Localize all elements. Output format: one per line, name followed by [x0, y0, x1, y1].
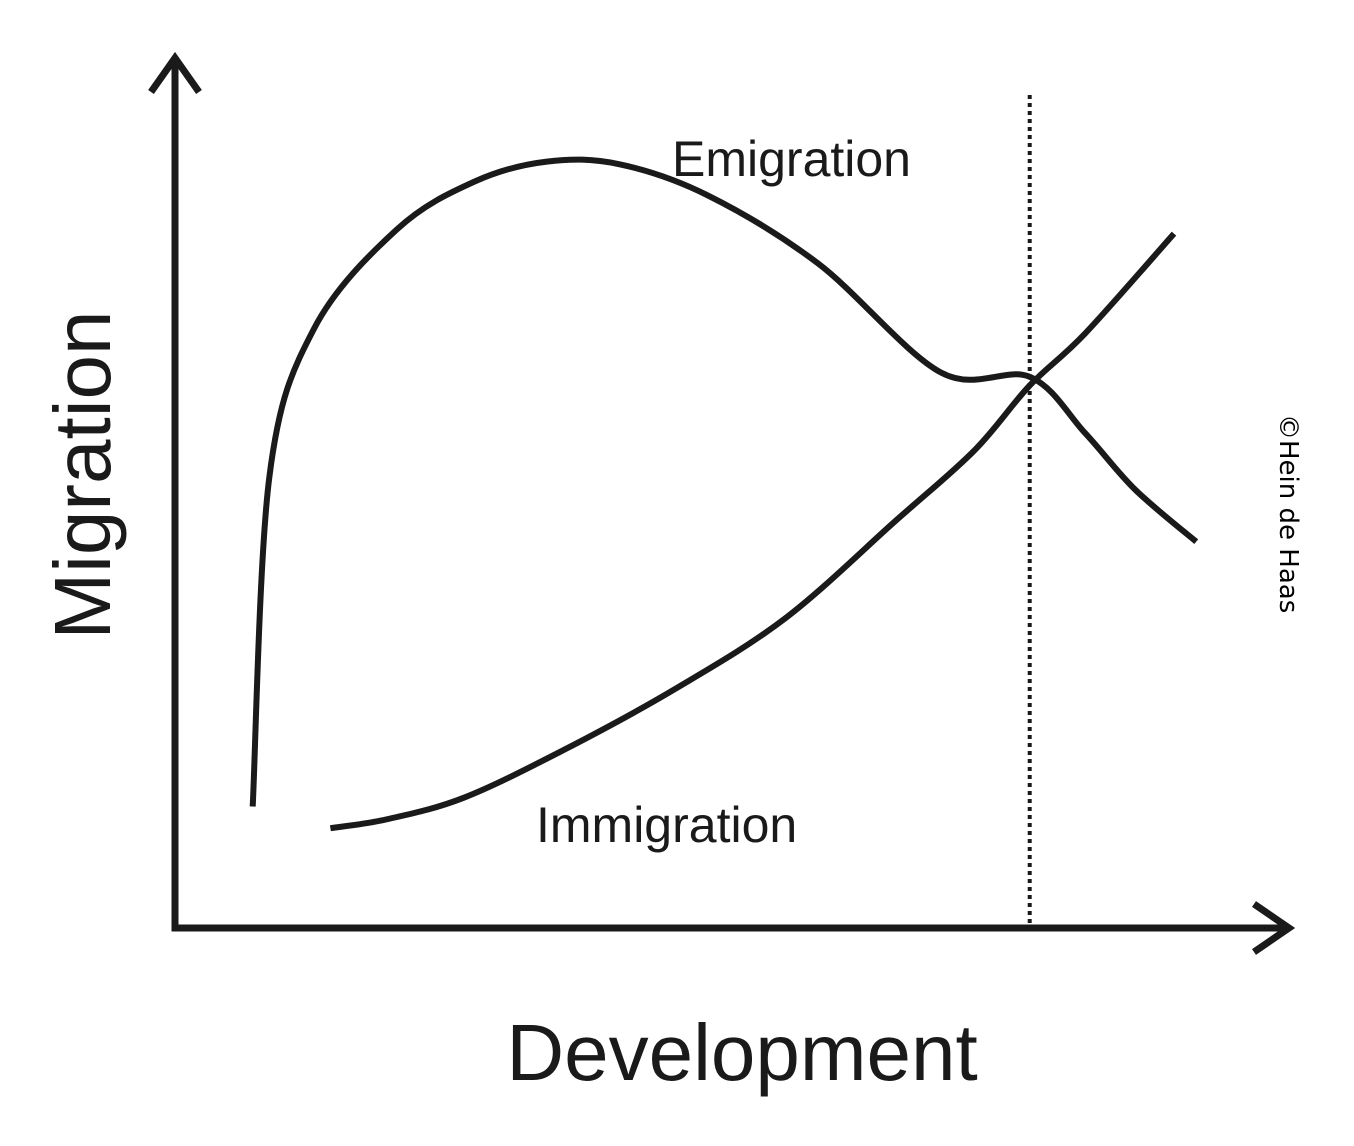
- series-line-immigration: [329, 231, 1177, 832]
- series-label-emigration: Emigration: [672, 131, 911, 187]
- y-axis-arrowhead: [148, 51, 202, 95]
- series-line-emigration: [249, 156, 1199, 807]
- x-axis-label: Development: [506, 1008, 977, 1097]
- y-axis-label: Migration: [38, 310, 127, 639]
- x-axis-arrowhead: [1252, 901, 1296, 955]
- copyright-credit: ©Hein de Haas: [1273, 414, 1303, 613]
- series-label-immigration: Immigration: [536, 797, 797, 853]
